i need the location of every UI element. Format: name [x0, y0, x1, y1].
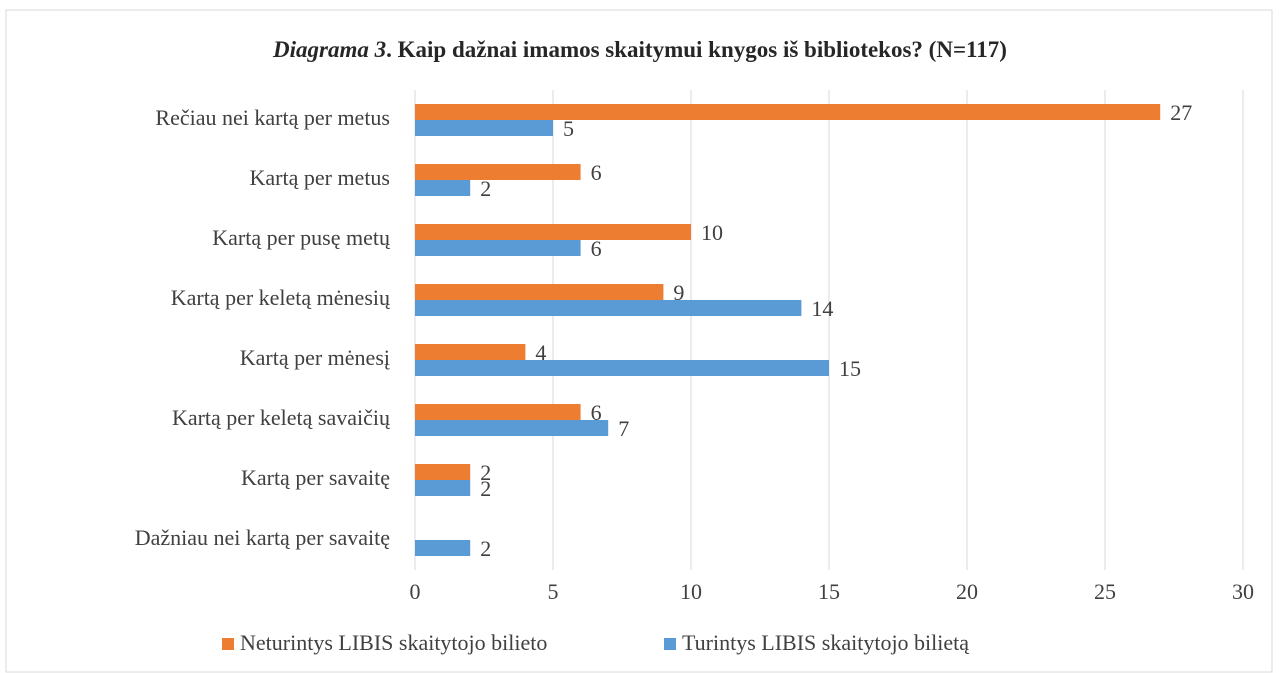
y-tick-label: Kartą per mėnesį	[240, 345, 390, 370]
x-tick-label: 5	[548, 579, 559, 604]
y-tick-label: Kartą per keletą savaičių	[172, 405, 391, 430]
data-label: 2	[480, 460, 491, 485]
bar	[415, 404, 581, 420]
data-label: 2	[480, 176, 491, 201]
bar	[415, 344, 526, 360]
x-tick-label: 15	[818, 579, 840, 604]
data-label: 6	[591, 236, 602, 261]
bar	[415, 284, 664, 300]
data-label: 2	[480, 536, 491, 561]
data-label: 4	[535, 340, 546, 365]
data-label: 5	[563, 116, 574, 141]
title-prefix: Diagrama 3	[272, 37, 386, 62]
data-label: 7	[618, 416, 629, 441]
chart-border	[5, 9, 1273, 673]
bar	[415, 360, 829, 376]
legend-label: Neturintys LIBIS skaitytojo bilieto	[240, 630, 547, 655]
title-main: . Kaip dažnai imamos skaitymui knygos iš…	[386, 37, 1007, 62]
bar	[415, 540, 471, 556]
bar	[415, 164, 581, 180]
legend-swatch	[222, 638, 234, 650]
bar	[415, 120, 553, 136]
bar	[415, 480, 471, 496]
data-label: 6	[591, 400, 602, 425]
bar	[415, 464, 471, 480]
bar	[415, 420, 609, 436]
bar	[415, 104, 1161, 120]
data-label: 2	[480, 476, 491, 501]
legend-swatch	[664, 638, 676, 650]
y-tick-label: Kartą per pusę metų	[212, 225, 391, 250]
x-tick-label: 10	[680, 579, 702, 604]
x-tick-label: 25	[1094, 579, 1116, 604]
y-tick-label: Kartą per keletą mėnesių	[171, 285, 391, 310]
bar	[415, 240, 581, 256]
y-tick-label: Rečiau nei kartą per metus	[155, 105, 390, 130]
data-label: 14	[811, 296, 833, 321]
data-label: 27	[1170, 100, 1192, 125]
legend-label: Turintys LIBIS skaitytojo bilietą	[682, 630, 969, 655]
y-tick-label: Kartą per savaitę	[241, 465, 390, 490]
data-label: 9	[673, 280, 684, 305]
x-tick-label: 0	[410, 579, 421, 604]
chart-title: Diagrama 3. Kaip dažnai imamos skaitymui…	[272, 37, 1007, 62]
data-label: 10	[701, 220, 723, 245]
x-tick-label: 30	[1232, 579, 1254, 604]
bar	[415, 180, 471, 196]
data-label: 15	[839, 356, 861, 381]
y-tick-label: Dažniau nei kartą per savaitę	[135, 525, 390, 550]
bar	[415, 224, 691, 240]
x-tick-label: 20	[956, 579, 978, 604]
bar	[415, 300, 802, 316]
y-tick-label: Kartą per metus	[250, 165, 391, 190]
data-label: 6	[591, 160, 602, 185]
